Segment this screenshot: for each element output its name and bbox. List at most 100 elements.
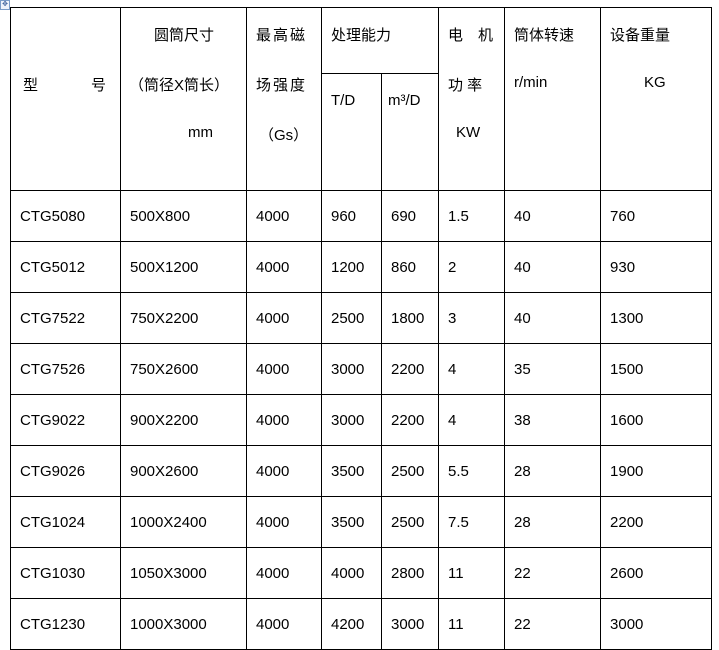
table-cell: 22 bbox=[504, 598, 602, 650]
table-cell: CTG5012 bbox=[10, 241, 121, 293]
header-text: 电 机 bbox=[448, 27, 494, 44]
header-field: 最高磁 场强度 （Gs） bbox=[246, 7, 322, 191]
table-cell: 2800 bbox=[380, 547, 440, 599]
table-cell: 930 bbox=[600, 241, 713, 293]
table-cell: 1050X3000 bbox=[120, 547, 247, 599]
table-cell: 1300 bbox=[600, 292, 713, 344]
table-cell: 500X800 bbox=[120, 190, 247, 242]
header-model: 型 号 bbox=[10, 7, 121, 191]
table-row: CTG7526 750X2600 4000 3000 2200 4 35 1500 bbox=[10, 343, 713, 395]
table-cell: 3000 bbox=[380, 598, 440, 650]
header-speed: 筒体转速 r/min bbox=[504, 7, 602, 191]
table-row: CTG1030 1050X3000 4000 4000 2800 11 22 2600 bbox=[10, 547, 713, 599]
table-row: CTG1024 1000X2400 4000 3500 2500 7.5 28 2200 bbox=[10, 496, 713, 548]
table-row: CTG1230 1000X3000 4000 4200 3000 11 22 3000 bbox=[10, 598, 713, 650]
table-cell: 1600 bbox=[600, 394, 713, 446]
table-cell: CTG5080 bbox=[10, 190, 121, 242]
table-cell: 11 bbox=[438, 598, 506, 650]
table-cell: 750X2200 bbox=[120, 292, 247, 344]
table-row: CTG7522 750X2200 4000 2500 1800 3 40 1300 bbox=[10, 292, 713, 344]
table-cell: 2 bbox=[438, 241, 506, 293]
table-cell: 38 bbox=[504, 394, 602, 446]
table-cell: 1500 bbox=[600, 343, 713, 395]
header-text: KW bbox=[456, 124, 481, 141]
table-cell: 40 bbox=[504, 292, 602, 344]
table-cell: 22 bbox=[504, 547, 602, 599]
table-cell: 1800 bbox=[380, 292, 440, 344]
table-cell: 960 bbox=[321, 190, 382, 242]
table-cell: 1.5 bbox=[438, 190, 506, 242]
header-text: 功 率 bbox=[448, 77, 483, 94]
spec-table: 型 号 圆筒尺寸 （筒径X筒长） mm 最高磁 场强度 （Gs） 处理能力 电 … bbox=[10, 7, 713, 650]
table-cell: 3500 bbox=[321, 445, 382, 497]
table-cell: 4200 bbox=[321, 598, 382, 650]
table-cell: 2500 bbox=[380, 496, 440, 548]
table-cell: CTG9022 bbox=[10, 394, 121, 446]
header-cap-m3: m³/D bbox=[380, 73, 440, 191]
table-row: CTG9022 900X2200 4000 3000 2200 4 38 1600 bbox=[10, 394, 713, 446]
table-cell: 860 bbox=[380, 241, 440, 293]
table-cell: 4000 bbox=[246, 343, 322, 395]
table-cell: 35 bbox=[504, 343, 602, 395]
header-text: 圆筒尺寸 bbox=[154, 27, 215, 44]
table-cell: 4000 bbox=[246, 496, 322, 548]
header-text: 场强度 bbox=[256, 77, 308, 94]
table-cell: 5.5 bbox=[438, 445, 506, 497]
header-text: mm bbox=[188, 124, 213, 141]
header-text: 设备重量 bbox=[610, 27, 671, 44]
table-cell: 3500 bbox=[321, 496, 382, 548]
header-motor: 电 机 功 率 KW bbox=[438, 7, 506, 191]
table-cell: 4000 bbox=[246, 241, 322, 293]
table-cell: 4000 bbox=[321, 547, 382, 599]
table-cell: CTG1030 bbox=[10, 547, 121, 599]
header-capacity: 处理能力 bbox=[320, 7, 440, 74]
table-cell: 3000 bbox=[321, 394, 382, 446]
table-cell: 2200 bbox=[380, 394, 440, 446]
table-cell: 4 bbox=[438, 394, 506, 446]
table-cell: 1900 bbox=[600, 445, 713, 497]
table-cell: 4000 bbox=[246, 394, 322, 446]
table-cell: 4000 bbox=[246, 547, 322, 599]
table-row: CTG5080 500X800 4000 960 690 1.5 40 760 bbox=[10, 190, 713, 242]
table-cell: CTG1230 bbox=[10, 598, 121, 650]
table-cell: CTG7526 bbox=[10, 343, 121, 395]
table-cell: 28 bbox=[504, 496, 602, 548]
table-cell: 4 bbox=[438, 343, 506, 395]
table-cell: 3000 bbox=[321, 343, 382, 395]
table-cell: 28 bbox=[504, 445, 602, 497]
table-cell: 40 bbox=[504, 241, 602, 293]
table-cell: CTG9026 bbox=[10, 445, 121, 497]
table-cell: 4000 bbox=[246, 292, 322, 344]
table-move-handle-icon[interactable]: ✥ bbox=[0, 0, 10, 10]
table-cell: 2200 bbox=[380, 343, 440, 395]
table-cell: 7.5 bbox=[438, 496, 506, 548]
table-cell: 690 bbox=[380, 190, 440, 242]
header-text: KG bbox=[644, 74, 666, 91]
table-cell: CTG1024 bbox=[10, 496, 121, 548]
table-cell: 3000 bbox=[600, 598, 713, 650]
table-cell: 4000 bbox=[246, 190, 322, 242]
table-cell: 2200 bbox=[600, 496, 713, 548]
table-cell: 40 bbox=[504, 190, 602, 242]
table-cell: 4000 bbox=[246, 445, 322, 497]
table-cell: 760 bbox=[600, 190, 713, 242]
header-text: 筒体转速 bbox=[514, 27, 575, 44]
table-cell: 2500 bbox=[321, 292, 382, 344]
header-text: （Gs） bbox=[259, 127, 309, 144]
table-cell: 900X2600 bbox=[120, 445, 247, 497]
table-cell: CTG7522 bbox=[10, 292, 121, 344]
table-cell: 4000 bbox=[246, 598, 322, 650]
table-cell: 750X2600 bbox=[120, 343, 247, 395]
table-cell: 2600 bbox=[600, 547, 713, 599]
table-cell: 900X2200 bbox=[120, 394, 247, 446]
header-text: （筒径X筒长） bbox=[129, 77, 230, 94]
table-cell: 1000X3000 bbox=[120, 598, 247, 650]
table-cell: 2500 bbox=[380, 445, 440, 497]
header-weight: 设备重量 KG bbox=[600, 7, 713, 191]
header-text: 号 bbox=[91, 77, 107, 94]
table-cell: 500X1200 bbox=[120, 241, 247, 293]
header-text: r/min bbox=[514, 74, 548, 91]
header-size: 圆筒尺寸 （筒径X筒长） mm bbox=[120, 7, 247, 191]
table-row: CTG5012 500X1200 4000 1200 860 2 40 930 bbox=[10, 241, 713, 293]
table-cell: 11 bbox=[438, 547, 506, 599]
